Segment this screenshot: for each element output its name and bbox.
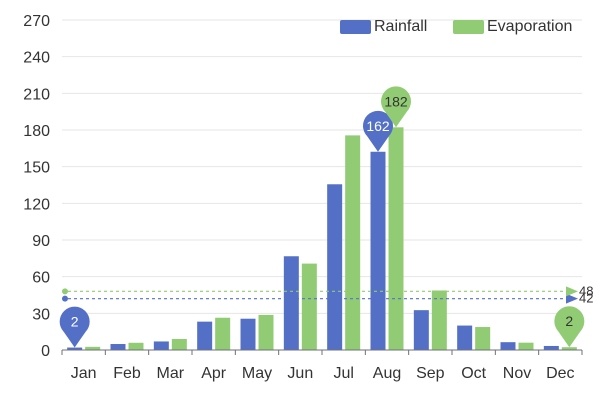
y-tick-label-120: 120 bbox=[23, 196, 50, 213]
bar-evaporation-dec bbox=[561, 347, 577, 350]
bar-evaporation-sep bbox=[431, 290, 447, 350]
average-line-start-rainfall bbox=[62, 295, 68, 302]
bar-rainfall-feb bbox=[110, 344, 126, 350]
bar-rainfall-dec bbox=[543, 345, 559, 350]
pin-marker-label: 2 bbox=[71, 314, 79, 330]
y-tick-label-210: 210 bbox=[23, 86, 50, 103]
bar-evaporation-oct bbox=[475, 327, 491, 350]
legend-swatch-evaporation bbox=[453, 20, 484, 34]
bar-rainfall-apr bbox=[197, 321, 213, 350]
legend-label-evaporation: Evaporation bbox=[487, 18, 573, 35]
grid-lines bbox=[62, 19, 582, 314]
average-line-start-evaporation bbox=[62, 288, 68, 295]
bar-evaporation-jan bbox=[85, 346, 101, 350]
bar-evaporation-mar bbox=[171, 339, 187, 350]
x-tick-label-may: May bbox=[242, 365, 272, 382]
legend-label-rainfall: Rainfall bbox=[374, 18, 428, 35]
y-tick-label-0: 0 bbox=[41, 343, 50, 360]
y-tick-label-30: 30 bbox=[32, 306, 50, 323]
bar-rainfall-sep bbox=[413, 310, 429, 350]
bar-rainfall-jan bbox=[67, 347, 83, 350]
y-tick-label-240: 240 bbox=[23, 50, 50, 67]
pin-marker-label: 182 bbox=[384, 93, 408, 109]
bar-evaporation-feb bbox=[128, 342, 144, 350]
bar-rainfall-nov bbox=[500, 342, 516, 350]
bar-rainfall-jul bbox=[327, 184, 343, 350]
x-tick-label-dec: Dec bbox=[546, 365, 574, 382]
bar-rainfall-may bbox=[240, 318, 256, 350]
pin-marker-rainfall-2: 2 bbox=[59, 306, 90, 348]
x-tick-label-oct: Oct bbox=[461, 365, 486, 382]
average-line-arrow-rainfall bbox=[566, 293, 578, 304]
average-line-label-rainfall: 42 bbox=[579, 291, 593, 306]
y-tick-label-60: 60 bbox=[32, 270, 50, 287]
bar-evaporation-nov bbox=[518, 342, 534, 350]
bar-rainfall-jun bbox=[283, 256, 299, 350]
y-tick-label-270: 270 bbox=[23, 13, 50, 30]
bar-rainfall-mar bbox=[153, 341, 169, 350]
pin-marker-shape bbox=[59, 306, 90, 348]
legend-item-evaporation[interactable]: Evaporation bbox=[453, 18, 572, 36]
pin-marker-shape bbox=[554, 306, 585, 348]
x-tick-label-nov: Nov bbox=[503, 365, 531, 382]
bar-evaporation-jul bbox=[345, 135, 361, 350]
pin-marker-label: 162 bbox=[366, 118, 390, 134]
x-tick-label-sep: Sep bbox=[416, 365, 445, 382]
x-tick-label-aug: Aug bbox=[373, 365, 401, 382]
value-markers: 2 162 182 2 bbox=[59, 86, 585, 348]
y-axis-tick-labels: 0 30 60 90 120 150 180 210 240 270 bbox=[23, 13, 50, 360]
bar-evaporation-may bbox=[258, 314, 274, 350]
pin-marker-shape bbox=[363, 110, 393, 152]
pin-marker-label: 2 bbox=[565, 313, 573, 329]
x-tick-label-jun: Jun bbox=[287, 365, 313, 382]
legend-swatch-rainfall bbox=[340, 20, 371, 34]
legend-item-rainfall[interactable]: Rainfall bbox=[340, 18, 427, 36]
x-tick-label-feb: Feb bbox=[113, 365, 141, 382]
x-axis: Jan Feb Mar Apr May Jun Jul Aug Sep Oct Nov Dec bbox=[61, 349, 583, 382]
bar-rainfall-oct bbox=[457, 325, 473, 350]
x-tick-label-jul: Jul bbox=[333, 365, 353, 382]
bar-evaporation-aug bbox=[388, 127, 404, 350]
x-tick-label-mar: Mar bbox=[157, 365, 185, 382]
bar-evaporation-jun bbox=[301, 263, 317, 350]
pin-marker-evaporation-2: 2 bbox=[554, 306, 585, 348]
pin-marker-shape bbox=[381, 86, 411, 128]
pin-marker-evaporation-182: 182 bbox=[381, 86, 411, 128]
average-line-label-evaporation: 48 bbox=[579, 283, 593, 298]
bar-rainfall-aug bbox=[370, 151, 386, 350]
y-tick-label-90: 90 bbox=[32, 233, 50, 250]
average-line-arrow-evaporation bbox=[566, 286, 578, 297]
bars bbox=[67, 127, 577, 350]
bar-evaporation-apr bbox=[215, 317, 231, 350]
x-tick-label-apr: Apr bbox=[201, 365, 227, 382]
y-tick-label-180: 180 bbox=[23, 123, 50, 140]
x-tick-label-jan: Jan bbox=[71, 365, 97, 382]
pin-marker-rainfall-162: 162 bbox=[363, 110, 393, 152]
y-tick-label-150: 150 bbox=[23, 160, 50, 177]
